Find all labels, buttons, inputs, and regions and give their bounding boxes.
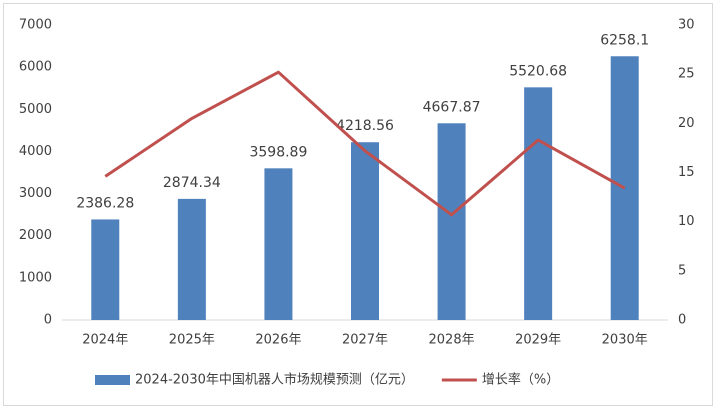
bar xyxy=(437,123,466,320)
y2-tick-label: 10 xyxy=(678,214,695,229)
y2-tick-label: 5 xyxy=(678,263,686,278)
x-tick-label: 2026年 xyxy=(255,333,301,348)
y-tick-label: 1000 xyxy=(19,270,52,285)
bar xyxy=(524,87,553,320)
data-label: 4667.87 xyxy=(423,99,481,115)
legend-label: 增长率（%） xyxy=(482,372,559,388)
y-tick-label: 3000 xyxy=(19,186,52,201)
y-tick-label: 2000 xyxy=(19,228,52,243)
bar xyxy=(177,198,206,320)
y2-tick-label: 0 xyxy=(678,313,686,328)
data-label: 2874.34 xyxy=(163,175,221,191)
line xyxy=(104,70,626,217)
data-label: 5520.68 xyxy=(509,63,567,79)
data-label: 3598.89 xyxy=(249,144,307,160)
y2-tick-label: 15 xyxy=(678,165,695,180)
data-label: 2386.28 xyxy=(76,195,134,211)
y-tick-label: 4000 xyxy=(19,144,52,159)
y-tick-label: 5000 xyxy=(19,102,52,117)
legend-label: 2024-2030年中国机器人市场规模预测（亿元） xyxy=(135,372,414,388)
x-tick-label: 2030年 xyxy=(602,333,648,348)
data-label: 4218.56 xyxy=(336,118,394,134)
y-tick-label: 0 xyxy=(44,313,52,328)
y-tick-label: 7000 xyxy=(19,18,52,33)
x-tick-label: 2028年 xyxy=(429,333,475,348)
x-tick-label: 2024年 xyxy=(82,333,128,348)
x-tick-label: 2029年 xyxy=(515,333,561,348)
y2-tick-label: 25 xyxy=(678,67,695,82)
y2-tick-label: 20 xyxy=(678,116,695,131)
bar xyxy=(264,168,293,320)
y2-tick-label: 30 xyxy=(678,18,695,33)
x-tick-label: 2027年 xyxy=(342,333,388,348)
bar xyxy=(91,219,120,320)
data-label: 6258.1 xyxy=(600,32,649,48)
y-tick-label: 6000 xyxy=(19,60,52,75)
legend-swatch xyxy=(95,375,130,385)
x-tick-label: 2025年 xyxy=(169,333,215,348)
bar xyxy=(351,142,379,320)
